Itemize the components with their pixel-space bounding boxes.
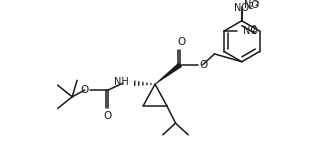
Text: O: O: [199, 60, 207, 70]
Polygon shape: [155, 62, 182, 85]
Text: O: O: [80, 85, 89, 95]
Text: 2: 2: [248, 2, 253, 11]
Text: NH: NH: [114, 77, 129, 87]
Text: NO: NO: [234, 3, 249, 13]
Text: 2: 2: [254, 1, 259, 7]
Text: 2: 2: [251, 25, 256, 34]
Text: O: O: [103, 111, 111, 121]
Text: NO: NO: [244, 0, 259, 10]
Text: NO: NO: [243, 26, 258, 36]
Text: O: O: [177, 37, 186, 47]
